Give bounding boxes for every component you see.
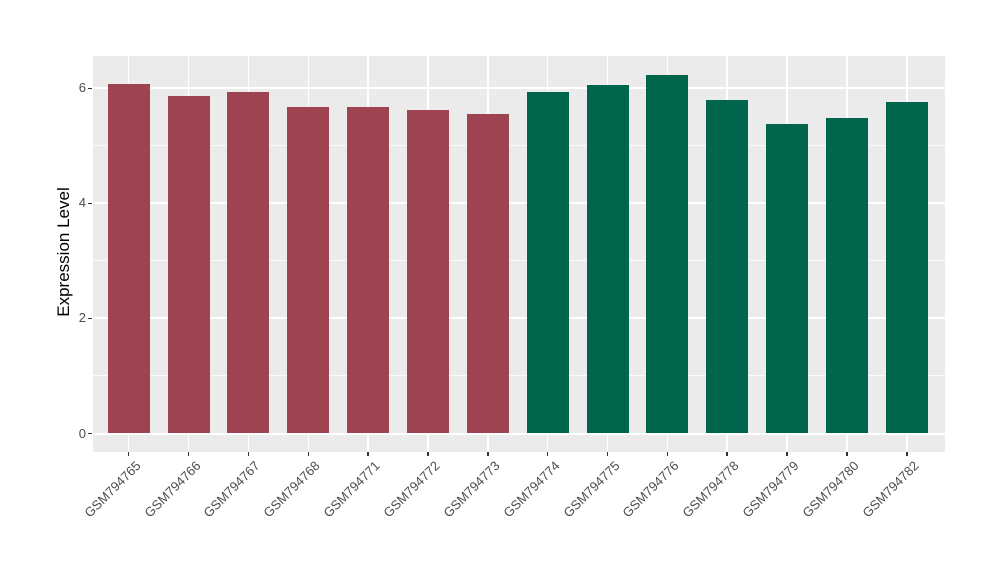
x-tick-label-GSM794773: GSM794773 bbox=[440, 458, 503, 521]
x-tick-mark-GSM794772 bbox=[427, 452, 429, 456]
x-tick-mark-GSM794767 bbox=[247, 452, 250, 456]
bar-GSM794776 bbox=[646, 74, 689, 434]
x-tick-mark-GSM794774 bbox=[546, 452, 549, 456]
x-tick-label-GSM794765: GSM794765 bbox=[81, 458, 144, 521]
x-tick-label-GSM794782: GSM794782 bbox=[859, 458, 922, 521]
bar-GSM794765 bbox=[107, 83, 150, 434]
x-tick-label-GSM794767: GSM794767 bbox=[200, 458, 264, 521]
minor-gridline-y3 bbox=[93, 260, 945, 262]
x-tick-label-GSM794768: GSM794768 bbox=[260, 458, 323, 521]
x-tick-mark-GSM794771 bbox=[367, 452, 369, 456]
x-tick-label-GSM794771: GSM794771 bbox=[320, 458, 383, 521]
x-tick-mark-GSM794776 bbox=[666, 452, 669, 456]
y-tick-label-4: 4 bbox=[78, 195, 86, 211]
x-tick-label-GSM794780: GSM794780 bbox=[799, 458, 862, 521]
bar-GSM794767 bbox=[227, 91, 270, 434]
bar-GSM794775 bbox=[586, 84, 629, 434]
x-tick-mark-GSM794780 bbox=[846, 452, 848, 456]
minor-gridline-y1 bbox=[93, 375, 945, 377]
x-tick-label-GSM794772: GSM794772 bbox=[380, 458, 443, 521]
bar-GSM794773 bbox=[466, 114, 509, 434]
y-tick-mark-0 bbox=[88, 432, 92, 435]
bar-GSM794772 bbox=[406, 109, 449, 434]
x-tick-mark-GSM794779 bbox=[786, 452, 788, 456]
bar-GSM794768 bbox=[287, 106, 330, 434]
bar-GSM794778 bbox=[706, 99, 749, 434]
x-tick-label-GSM794779: GSM794779 bbox=[739, 458, 802, 521]
bar-GSM794779 bbox=[766, 123, 809, 434]
x-tick-mark-GSM794775 bbox=[606, 452, 609, 456]
minor-gridline-y5 bbox=[93, 145, 945, 147]
y-tick-mark-6 bbox=[88, 87, 92, 90]
y-tick-label-6: 6 bbox=[78, 80, 86, 96]
y-tick-label-0: 0 bbox=[78, 425, 86, 441]
x-tick-mark-GSM794782 bbox=[906, 452, 908, 456]
x-tick-label-GSM794776: GSM794776 bbox=[619, 458, 682, 521]
bar-GSM794780 bbox=[825, 118, 868, 434]
x-tick-mark-GSM794773 bbox=[487, 452, 489, 456]
y-tick-label-2: 2 bbox=[78, 310, 86, 326]
major-gridline-y2 bbox=[93, 317, 945, 320]
bar-GSM794766 bbox=[167, 95, 210, 434]
bar-GSM794782 bbox=[885, 102, 928, 434]
y-tick-mark-4 bbox=[88, 202, 92, 205]
y-tick-mark-2 bbox=[88, 317, 92, 320]
major-gridline-y6 bbox=[93, 87, 945, 90]
x-tick-mark-GSM794768 bbox=[307, 452, 309, 456]
x-tick-label-GSM794775: GSM794775 bbox=[559, 458, 623, 521]
plot-panel bbox=[93, 56, 945, 452]
major-gridline-y4 bbox=[93, 202, 945, 205]
major-gridline-y0 bbox=[93, 432, 945, 435]
bar-GSM794774 bbox=[526, 91, 569, 434]
x-tick-label-GSM794774: GSM794774 bbox=[500, 458, 563, 521]
bar-GSM794771 bbox=[347, 106, 390, 434]
x-tick-label-GSM794766: GSM794766 bbox=[140, 458, 204, 521]
x-tick-mark-GSM794765 bbox=[127, 452, 130, 456]
x-tick-mark-GSM794778 bbox=[726, 452, 728, 456]
x-tick-label-GSM794778: GSM794778 bbox=[679, 458, 742, 521]
x-tick-mark-GSM794766 bbox=[187, 452, 190, 456]
